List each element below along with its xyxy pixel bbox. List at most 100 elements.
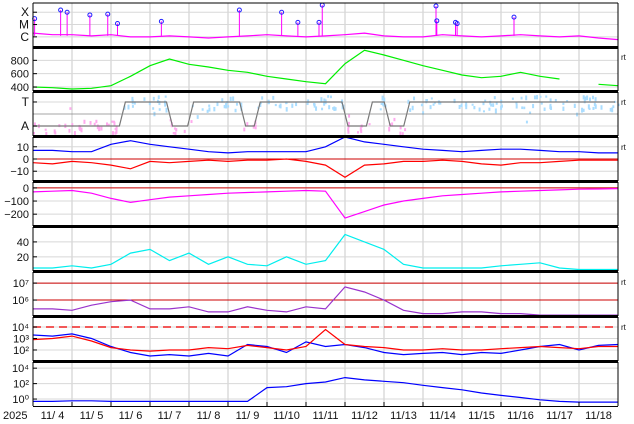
imf-point [229,96,232,101]
imf-point [285,101,288,105]
imf-point [114,131,117,135]
imf-point [201,108,204,111]
x-tick-label: 11/13 [390,410,417,422]
imf-point [208,107,211,112]
panel-imf-b [32,136,618,179]
imf-point [539,95,542,98]
imf-point [332,107,335,110]
x-tick-label: 11/12 [351,410,378,422]
imf-point [368,123,371,126]
imf-point [321,107,324,111]
flare-marker [58,7,64,13]
imf-point [581,107,584,113]
y-tick-label: 10² [13,345,29,357]
y-tick-label: 10⁴ [12,363,29,375]
imf-point [430,97,433,100]
imf-point [482,101,485,106]
x-tick-label: 11/17 [546,410,573,422]
imf-point [523,106,526,110]
x-tick-label: 11/ 4 [41,410,65,422]
panel-wind-speed [32,49,619,90]
imf-point [306,101,309,106]
y-tick-label: 10⁷ [13,278,29,290]
x-tick-label: 11/15 [468,410,495,422]
imf-point [328,105,331,110]
imf-point [511,97,514,100]
panel-proton-flux [32,326,619,357]
imf-point [500,105,503,110]
imf-point [216,101,219,107]
imf-point [114,127,117,131]
imf-point [158,100,161,106]
imf-point [588,107,591,110]
imf-point [334,107,337,111]
y-tick-label: 800 [11,55,29,67]
imf-point [157,95,160,99]
imf-point [329,95,332,99]
imf-point [439,102,442,105]
x-tick-label: 11/11 [313,410,339,422]
y-tick-label: A [21,119,29,133]
imf-point [492,103,495,107]
imf-point [164,102,167,107]
series-line [33,233,618,271]
imf-point [279,103,282,109]
imf-point [359,127,362,132]
imf-point [554,98,557,102]
imf-point [206,109,209,113]
imf-point [421,103,424,106]
imf-point [529,111,532,115]
series-line [32,188,619,219]
imf-point [533,95,536,100]
y-tick-label: 600 [11,69,29,81]
imf-point [357,131,360,134]
panel-geomag-index [33,233,618,271]
imf-point [465,104,468,110]
y-tick-label: −10 [10,166,29,178]
series-line [32,333,619,357]
imf-point [611,107,614,113]
y-tick-label: 10 [17,142,29,154]
panel-imf-sector [33,95,620,137]
y-tick-label: −100 [4,196,29,208]
imf-point [562,102,565,105]
imf-point [44,128,47,131]
flare-marker [64,9,70,15]
imf-point [382,102,385,107]
imf-point [495,101,498,105]
imf-point [252,124,255,129]
imf-point [549,98,552,103]
imf-point [489,100,492,105]
imf-point [174,131,177,137]
imf-point [500,104,503,108]
y-tick-label: 40 [17,237,29,249]
imf-point [562,106,565,111]
imf-point [240,102,243,107]
imf-point [347,130,350,134]
imf-point [413,96,416,101]
imf-point [54,131,57,135]
imf-point [123,105,126,110]
y-tick-label: 10⁶ [12,295,29,307]
imf-point [208,104,211,107]
imf-point [592,106,595,110]
imf-point [232,96,235,101]
flare-marker [158,18,164,24]
imf-point [482,110,485,113]
panel-dst [32,187,619,219]
imf-point [274,103,277,107]
imf-point [433,101,436,104]
x-tick-label: 11/10 [273,410,300,422]
imf-point [576,112,579,117]
imf-point [520,96,523,100]
imf-point [221,98,224,103]
imf-point [313,102,316,106]
imf-point [152,107,155,110]
imf-point [131,96,134,101]
series-line [32,158,618,179]
imf-point [33,122,36,127]
imf-point [190,120,193,124]
imf-point [573,103,576,108]
imf-point [315,106,318,111]
imf-point [227,105,230,108]
